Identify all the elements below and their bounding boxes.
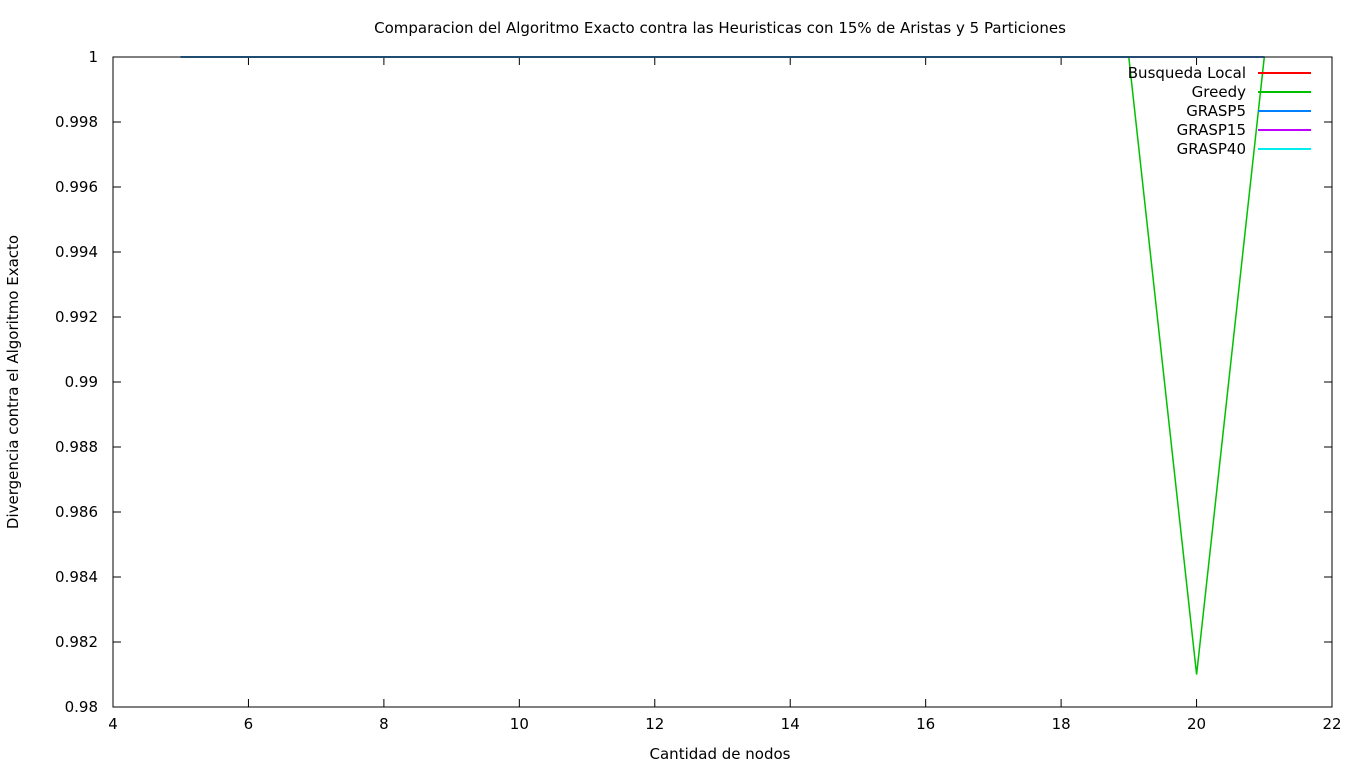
- y-tick-label: 0.994: [55, 243, 98, 261]
- x-tick-label: 10: [510, 715, 529, 733]
- x-tick-label: 18: [1052, 715, 1071, 733]
- x-tick-label: 14: [781, 715, 800, 733]
- y-tick-label: 0.998: [55, 113, 98, 131]
- series-line-greedy: [180, 56, 1266, 675]
- x-tick-label: 20: [1187, 715, 1206, 733]
- legend-label: GRASP40: [1177, 140, 1246, 158]
- x-tick-label: 12: [645, 715, 664, 733]
- y-tick-label: 0.992: [55, 308, 98, 326]
- x-axis-label: Cantidad de nodos: [650, 745, 791, 763]
- legend-label: GRASP5: [1186, 102, 1246, 120]
- x-tick-label: 16: [916, 715, 935, 733]
- axis-ticks: 4 6 8 10 12 14 16 18 20 22 0.98 0.982 0.984 0.986 0.98…: [55, 48, 1342, 733]
- y-tick-label: 0.986: [55, 503, 98, 521]
- legend-label: Greedy: [1192, 83, 1246, 101]
- x-tick-label: 4: [108, 715, 118, 733]
- y-tick-label: 0.988: [55, 438, 98, 456]
- y-tick-label: 1: [88, 48, 98, 66]
- y-tick-label: 0.996: [55, 178, 98, 196]
- y-tick-label: 0.99: [65, 373, 98, 391]
- chart-title: Comparacion del Algoritmo Exacto contra …: [374, 19, 1066, 37]
- legend-label: GRASP15: [1177, 121, 1246, 139]
- x-tick-label: 22: [1322, 715, 1341, 733]
- plot-frame: [112, 56, 1333, 708]
- y-tick-label: 0.98: [65, 698, 98, 716]
- series-layer: [180, 56, 1266, 675]
- y-tick-label: 0.984: [55, 568, 98, 586]
- x-tick-label: 6: [244, 715, 254, 733]
- y-axis-label: Divergencia contra el Algoritmo Exacto: [4, 235, 22, 529]
- y-tick-label: 0.982: [55, 633, 98, 651]
- x-tick-label: 8: [379, 715, 389, 733]
- legend-label: Busqueda Local: [1128, 64, 1246, 82]
